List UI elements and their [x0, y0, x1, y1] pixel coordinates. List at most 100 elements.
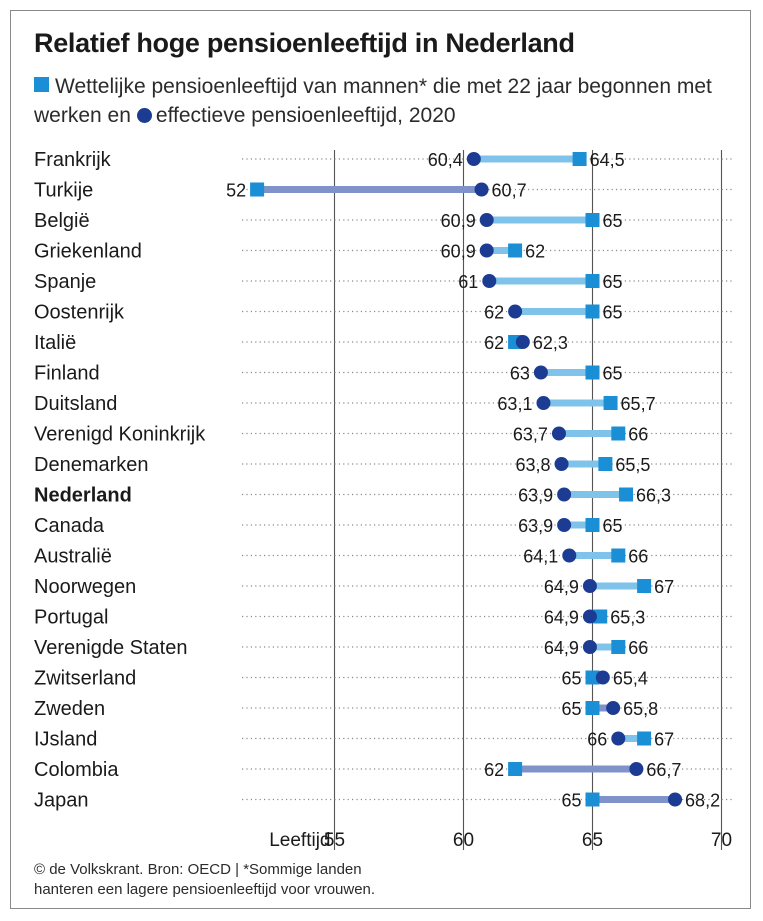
statutory-marker [598, 457, 613, 471]
statutory-marker [508, 243, 523, 258]
country-label: Griekenland [34, 241, 142, 263]
country-label: Verenigd Koninkrijk [34, 424, 206, 446]
value-label-high: 65,3 [610, 608, 645, 628]
value-label-low: 64,9 [544, 577, 579, 597]
country-label: Zwitserland [34, 668, 136, 690]
effective-marker [554, 457, 569, 471]
value-label-high: 66 [628, 425, 648, 445]
effective-marker [668, 792, 683, 807]
value-label-low: 65 [561, 699, 581, 719]
statutory-marker [508, 762, 523, 776]
effective-marker [606, 701, 621, 715]
value-label-high: 65 [603, 272, 623, 292]
value-label-high: 65,4 [613, 669, 648, 689]
effective-marker [533, 365, 548, 380]
x-tick-label: 70 [711, 830, 732, 851]
footer-note: hanteren een lagere pensioenleeftijd voo… [34, 881, 376, 898]
value-label-high: 65,8 [623, 699, 658, 719]
value-label-low: 62 [484, 760, 504, 780]
value-label-low: 61 [458, 272, 478, 292]
statutory-marker [585, 365, 600, 380]
effective-marker [482, 274, 497, 288]
value-label-high: 65,7 [621, 394, 656, 414]
value-label-high: 65 [603, 364, 623, 384]
effective-marker [557, 518, 572, 532]
subtitle-part2: effectieve pensioenleeftijd, 2020 [155, 104, 456, 127]
country-label: Portugal [34, 607, 109, 629]
country-label: Australië [34, 546, 112, 568]
statutory-marker [572, 152, 587, 166]
effective-marker [474, 182, 489, 197]
x-axis-label: Leeftijd [269, 830, 330, 851]
value-label-low: 64,9 [544, 638, 579, 658]
chart-footer: © de Volkskrant. Bron: OECD | *Sommige l… [34, 860, 734, 900]
country-label: Italië [34, 332, 76, 354]
effective-marker [582, 579, 597, 593]
effective-marker [515, 335, 530, 349]
statutory-marker [585, 518, 600, 532]
statutory-marker [585, 304, 600, 319]
value-label-low: 64,9 [544, 608, 579, 628]
legend-effective-marker [136, 108, 152, 123]
statutory-marker [585, 670, 600, 685]
statutory-marker [611, 548, 626, 563]
value-label-high: 62 [525, 242, 545, 262]
statutory-marker [250, 182, 265, 197]
country-label: Verenigde Staten [34, 637, 187, 659]
statutory-marker [593, 609, 608, 624]
statutory-marker [603, 396, 618, 410]
value-label-high: 67 [654, 730, 674, 750]
chart-subtitle: Wettelijke pensioenleeftijd van mannen* … [34, 72, 734, 130]
legend-statutory-marker [34, 77, 49, 92]
value-label-low: 63,9 [518, 516, 553, 536]
effective-marker [582, 609, 597, 624]
value-label-high: 66 [628, 638, 648, 658]
statutory-marker [585, 274, 600, 288]
effective-marker [536, 396, 551, 410]
chart-frame [10, 10, 751, 909]
value-label-low: 66 [587, 730, 607, 750]
statutory-marker [585, 792, 600, 807]
value-label-high: 68,2 [685, 791, 720, 811]
x-tick-label: 55 [324, 830, 345, 851]
country-label: Finland [34, 363, 100, 385]
country-label: Turkije [34, 180, 93, 202]
value-label-low: 60,9 [441, 242, 476, 262]
value-label-low: 62 [484, 333, 504, 353]
value-label-high: 65 [603, 211, 623, 231]
value-label-high: 66,7 [646, 760, 681, 780]
value-label-low: 63,8 [515, 455, 550, 475]
value-label-low: 62 [484, 303, 504, 323]
x-tick-label: 60 [453, 830, 474, 851]
effective-marker [562, 548, 577, 563]
value-label-low: 64,1 [523, 547, 558, 567]
chart-title: Relatief hoge pensioenleeftijd in Nederl… [34, 28, 575, 58]
value-label-low: 63 [510, 364, 530, 384]
statutory-marker [585, 701, 600, 715]
country-label: Colombia [34, 759, 119, 781]
statutory-marker [637, 731, 652, 746]
value-label-low: 63,1 [497, 394, 532, 414]
effective-marker [508, 304, 523, 319]
effective-marker [479, 213, 494, 227]
effective-marker [582, 640, 597, 654]
value-label-low: 65 [561, 669, 581, 689]
statutory-marker [619, 487, 634, 502]
value-label-high: 65,5 [615, 455, 650, 475]
country-label: Nederland [34, 485, 132, 507]
x-tick-label: 65 [582, 830, 603, 851]
effective-marker [479, 243, 494, 258]
effective-marker [557, 487, 572, 502]
value-label-high: 66 [628, 547, 648, 567]
country-label: IJsland [34, 729, 97, 751]
value-label-low: 52 [226, 181, 246, 201]
value-label-high: 64,5 [590, 150, 625, 170]
country-label: Zweden [34, 698, 105, 720]
statutory-marker [611, 640, 626, 654]
country-label: Canada [34, 515, 105, 537]
country-label: Oostenrijk [34, 302, 125, 324]
country-label: Spanje [34, 271, 96, 293]
footer-source: © de Volkskrant. Bron: OECD | *Sommige l… [34, 861, 362, 878]
value-label-high: 62,3 [533, 333, 568, 353]
value-label-low: 63,7 [513, 425, 548, 445]
